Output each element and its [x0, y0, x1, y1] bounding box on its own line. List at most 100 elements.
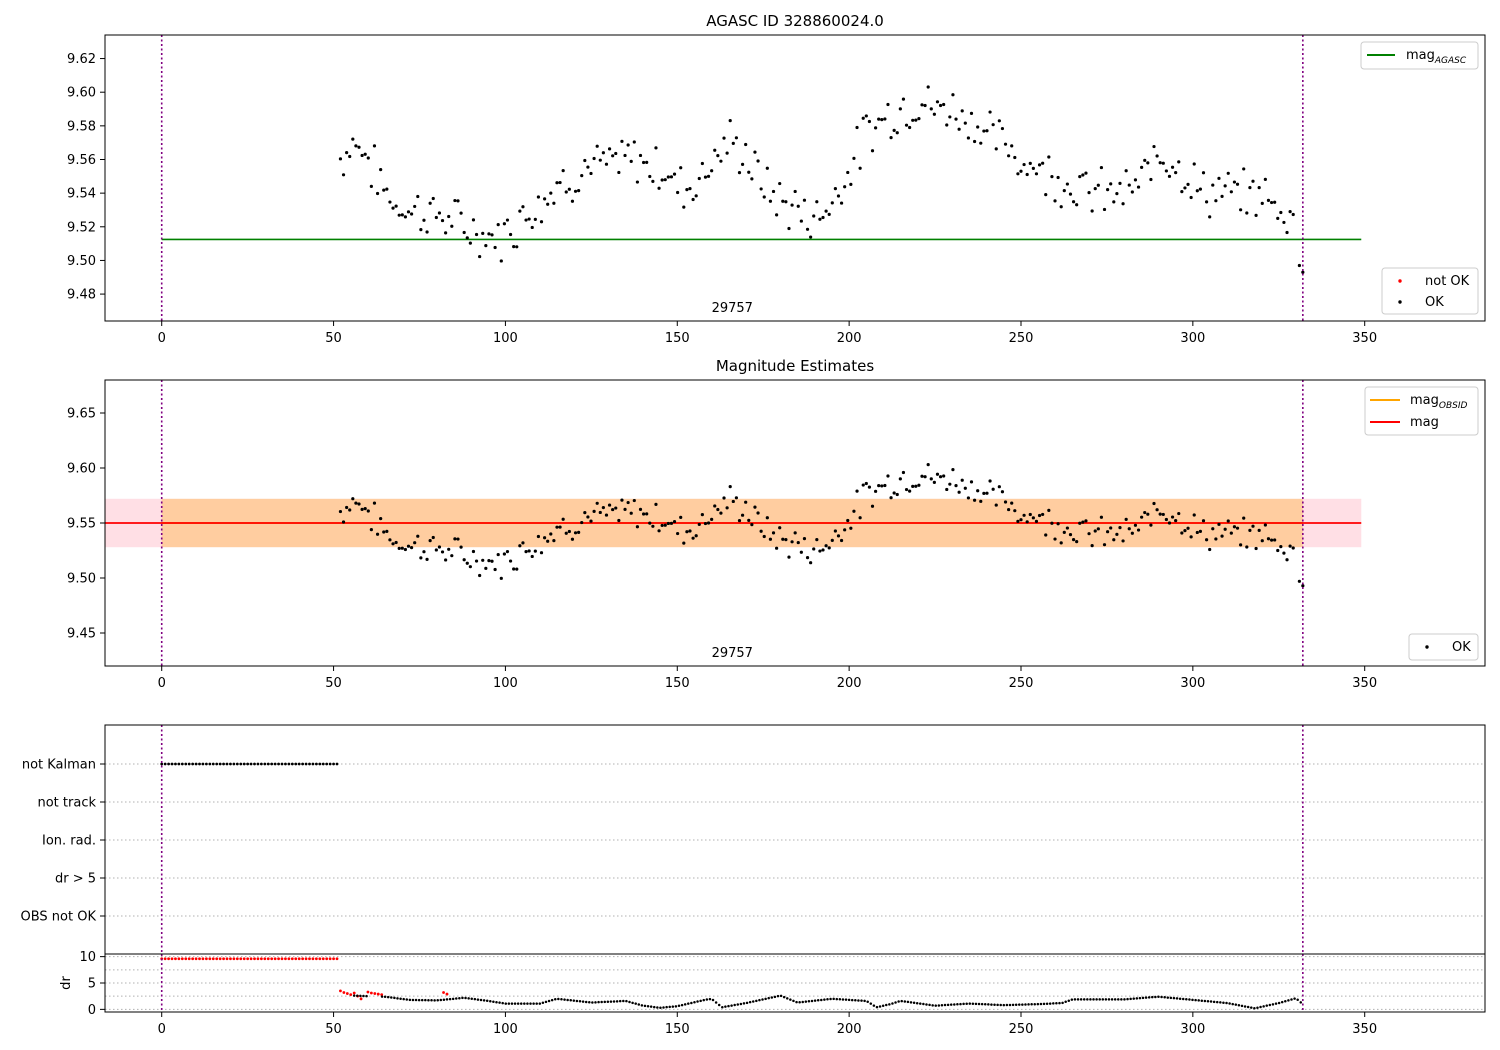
dr-point — [792, 999, 795, 1003]
dr-point — [464, 996, 467, 1000]
dr-flagged-point — [373, 992, 377, 995]
dr-point — [1191, 998, 1194, 1002]
panel2-ok-point — [474, 559, 479, 563]
flag-point — [170, 762, 174, 766]
panel1-ok-point — [886, 102, 890, 107]
dr-point — [1082, 998, 1086, 1001]
dr-flagged-point — [311, 957, 315, 961]
panel1-legend-notok-label: not OK — [1425, 274, 1470, 289]
dr-point — [776, 994, 780, 998]
panel1-ok-point — [406, 210, 411, 214]
panel1-ok-point — [1276, 216, 1280, 220]
panel2-ok-point — [385, 529, 389, 533]
panel1-ok-point — [660, 178, 664, 182]
panel2-ok-point — [1245, 545, 1249, 549]
panel1-ok-point — [654, 146, 658, 150]
dr-point — [430, 999, 433, 1002]
panel2-ok-point — [691, 536, 695, 540]
panel2-ok-point — [1214, 537, 1218, 541]
panel2-ok-point — [552, 539, 556, 543]
panel1-ok-point — [1198, 187, 1203, 191]
dr-point — [436, 999, 439, 1002]
panel2-ok-point — [487, 559, 491, 563]
panel1-ok-point — [926, 85, 930, 89]
dr-point — [999, 1003, 1002, 1007]
panel1-ok-point — [938, 103, 943, 108]
panel1-ok-point — [512, 245, 516, 249]
dr-point — [977, 1002, 981, 1006]
dr-point — [696, 1000, 699, 1003]
panel1-ok-point — [737, 171, 742, 175]
dr-flagged-point — [304, 957, 308, 961]
panel2-ok-point — [768, 537, 773, 541]
dr-point — [597, 1000, 600, 1004]
dr-point — [1141, 996, 1145, 1000]
panel1-ok-point — [580, 174, 584, 178]
panel1-ok-point — [1037, 163, 1042, 167]
panel1-ok-point — [982, 129, 986, 133]
panel2-ok-point — [1059, 541, 1063, 545]
dr-point — [1113, 998, 1117, 1001]
panel2-ok-point — [536, 534, 541, 539]
dr-point — [912, 1001, 916, 1005]
panel2-ok-point — [558, 525, 562, 529]
dr-flagged-point — [242, 957, 246, 961]
flag-point — [180, 762, 184, 766]
panel2-ok-point — [864, 481, 868, 486]
panel1-axes — [104, 34, 1486, 322]
panel2-xtick-label: 300 — [1180, 676, 1205, 691]
panel2-ok-point — [917, 483, 921, 487]
panel2-ok-point — [663, 523, 667, 527]
dr-point — [640, 1004, 644, 1007]
panel1-ok-point — [796, 204, 800, 208]
flag-point — [215, 762, 219, 766]
dr-point — [411, 998, 415, 1002]
panel1-ok-point — [577, 189, 581, 193]
panel1-ok-point — [713, 148, 717, 152]
panel1-ok-point — [1059, 205, 1063, 209]
dr-point — [603, 1000, 607, 1004]
panel2-ok-point — [645, 512, 649, 516]
panel1-ok-point — [1075, 203, 1079, 207]
dr-point — [1234, 1003, 1238, 1006]
panel1-ok-point — [1140, 165, 1144, 170]
dr-point — [782, 995, 786, 999]
dr-point — [535, 1002, 538, 1005]
dr-point — [990, 1003, 993, 1006]
panel1-xtick-label: 300 — [1180, 331, 1205, 346]
panel1-ok-point — [416, 194, 420, 199]
flag-point — [290, 762, 294, 766]
panel1-ok-point — [830, 201, 834, 205]
dr-point — [1120, 998, 1123, 1001]
dr-flagged-point — [294, 957, 298, 961]
panel1-ytick-label: 9.56 — [67, 153, 96, 168]
panel2-ok-point — [1301, 584, 1305, 588]
dr-point — [1188, 998, 1191, 1001]
panel2-ok-point — [1034, 519, 1039, 523]
dr-point — [1070, 998, 1074, 1001]
panel2-ok-point — [620, 498, 624, 502]
panel2-ok-point — [1220, 534, 1224, 538]
panel1-ok-point — [923, 103, 927, 108]
panel1-ok-point — [969, 111, 974, 115]
dr-point — [708, 997, 712, 1001]
panel2-ok-point — [1090, 544, 1094, 548]
panel2-ok-point — [577, 530, 581, 534]
panel1-ok-point — [1031, 166, 1035, 171]
panel1-ok-point — [1288, 210, 1292, 214]
dr-flagged-point — [229, 957, 232, 961]
panel2-ok-point — [1044, 533, 1048, 537]
flag-point — [297, 762, 301, 766]
panel2-ok-point — [345, 505, 349, 510]
panel1-ok-point — [744, 142, 748, 147]
panel4-ytick-label: 10 — [79, 950, 96, 965]
dr-point — [1178, 997, 1182, 1000]
panel2-ok-point — [957, 490, 961, 494]
dr-flagged-point — [339, 989, 342, 993]
panel1-ok-point — [1285, 230, 1289, 235]
panel1-ok-point — [1183, 186, 1187, 190]
panel1-ytick-label: 9.54 — [67, 187, 96, 202]
panel1-ok-point — [459, 211, 463, 215]
panel2-ok-point — [543, 536, 547, 540]
panel2-ok-point — [740, 513, 745, 517]
